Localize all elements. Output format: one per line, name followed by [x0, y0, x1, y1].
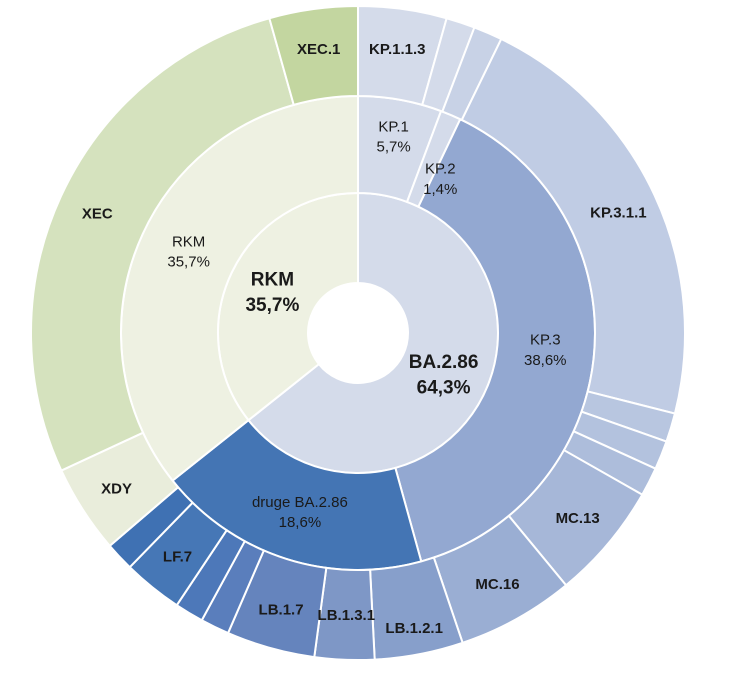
outer-label-mc-16: MC.16 — [475, 576, 519, 593]
middle-label-name-druge-ba-2-86: druge BA.2.86 — [252, 494, 348, 511]
middle-label-value-druge-ba-2-86: 18,6% — [279, 514, 322, 531]
middle-label-kp-2: KP.2 1,4% — [423, 161, 457, 198]
middle-label-kp-3: KP.3 38,6% — [524, 332, 567, 369]
middle-label-rkm: RKM 35,7% — [167, 233, 210, 270]
middle-label-value-rkm: 35,7% — [167, 254, 210, 271]
middle-label-name-kp-3: KP.3 — [530, 332, 561, 349]
outer-segment-xec-1-18 — [268, 4, 359, 107]
inner-label-ba-2-86: BA.2.86 64,3% — [409, 352, 479, 399]
middle-ring — [120, 94, 596, 571]
chart-labels: BA.2.86 64,3% RKM 35,7% KP.1 5,7% KP.2 1,4% KP.3… — [82, 41, 647, 637]
outer-label-xec: XEC — [82, 205, 113, 222]
outer-label-kp-1-1-3: KP.1.1.3 — [369, 41, 425, 58]
outer-label-lb-1-7: LB.1.7 — [259, 602, 304, 619]
middle-label-name-kp-2: KP.2 — [425, 161, 456, 178]
inner-label-name-ba-2-86: BA.2.86 — [409, 352, 479, 373]
middle-label-druge-ba-2-86: druge BA.2.86 18,6% — [252, 494, 348, 531]
outer-label-lb-1-3-1: LB.1.3.1 — [318, 607, 376, 624]
inner-label-rkm: RKM 35,7% — [245, 270, 299, 317]
outer-label-xdy: XDY — [101, 480, 132, 497]
outer-segment-xec-17 — [30, 17, 295, 472]
middle-label-value-kp-1: 5,7% — [377, 139, 411, 156]
inner-label-value-ba-2-86: 64,3% — [417, 378, 471, 399]
middle-label-value-kp-2: 1,4% — [423, 181, 457, 198]
inner-label-value-rkm: 35,7% — [245, 295, 299, 316]
inner-label-name-rkm: RKM — [251, 270, 294, 291]
outer-ring — [30, 4, 686, 661]
middle-label-name-rkm: RKM — [172, 233, 205, 250]
outer-label-mc-13: MC.13 — [556, 510, 600, 527]
middle-label-name-kp-1: KP.1 — [378, 118, 409, 135]
outer-label-xec-1: XEC.1 — [297, 41, 340, 58]
middle-label-kp-1: KP.1 5,7% — [377, 118, 411, 155]
outer-label-kp-3-1-1: KP.3.1.1 — [590, 205, 646, 222]
outer-label-lf-7: LF.7 — [163, 548, 192, 565]
middle-label-value-kp-3: 38,6% — [524, 352, 567, 369]
inner-ring — [217, 191, 499, 474]
outer-label-lb-1-2-1: LB.1.2.1 — [385, 620, 443, 637]
